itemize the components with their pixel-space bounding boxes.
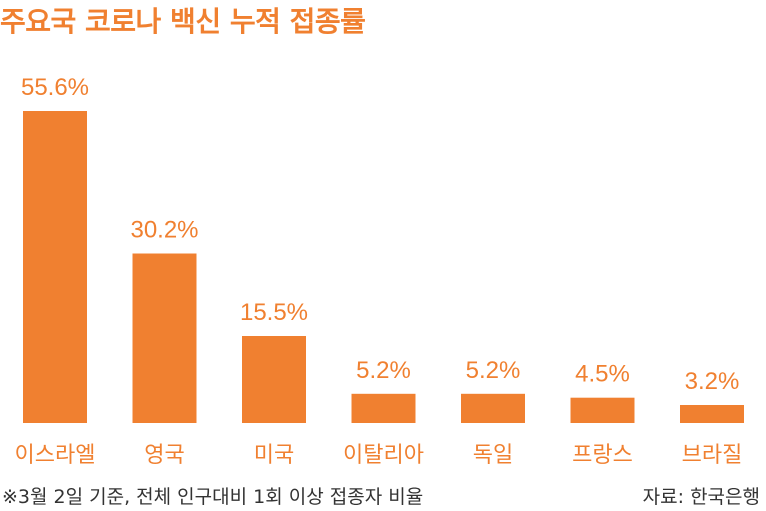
- bar: [23, 111, 87, 423]
- value-label: 30.2%: [130, 217, 198, 244]
- value-label: 15.5%: [240, 299, 308, 326]
- bar: [570, 397, 635, 423]
- category-label: 독일: [473, 443, 513, 468]
- bar: [461, 393, 525, 423]
- bar: [132, 253, 197, 423]
- value-label: 5.2%: [466, 357, 521, 384]
- chart-title: 주요국 코로나 백신 누적 접종률: [0, 5, 366, 38]
- value-label: 4.5%: [575, 361, 630, 388]
- bar: [242, 336, 306, 423]
- bars-layer: [23, 111, 744, 423]
- footnote: ※3월 2일 기준, 전체 인구대비 1회 이상 접종자 비율: [2, 486, 424, 508]
- category-label: 프랑스: [572, 443, 633, 468]
- bar: [351, 393, 416, 423]
- bar: [680, 405, 744, 423]
- value-labels-layer: 55.6% 30.2% 15.5% 5.2% 5.2% 4.5% 3.2%: [21, 74, 739, 395]
- value-label: 5.2%: [356, 357, 411, 384]
- source-note: 자료: 한국은행: [642, 486, 760, 508]
- category-label: 이탈리아: [343, 443, 424, 468]
- category-label: 브라질: [682, 443, 743, 468]
- category-label: 미국: [254, 443, 294, 468]
- category-label: 이스라엘: [15, 443, 96, 468]
- value-label: 55.6%: [21, 74, 89, 101]
- category-labels-layer: 이스라엘 영국 미국 이탈리아 독일 프랑스 브라질: [15, 443, 743, 468]
- value-label: 3.2%: [685, 368, 740, 395]
- category-label: 영국: [144, 443, 184, 468]
